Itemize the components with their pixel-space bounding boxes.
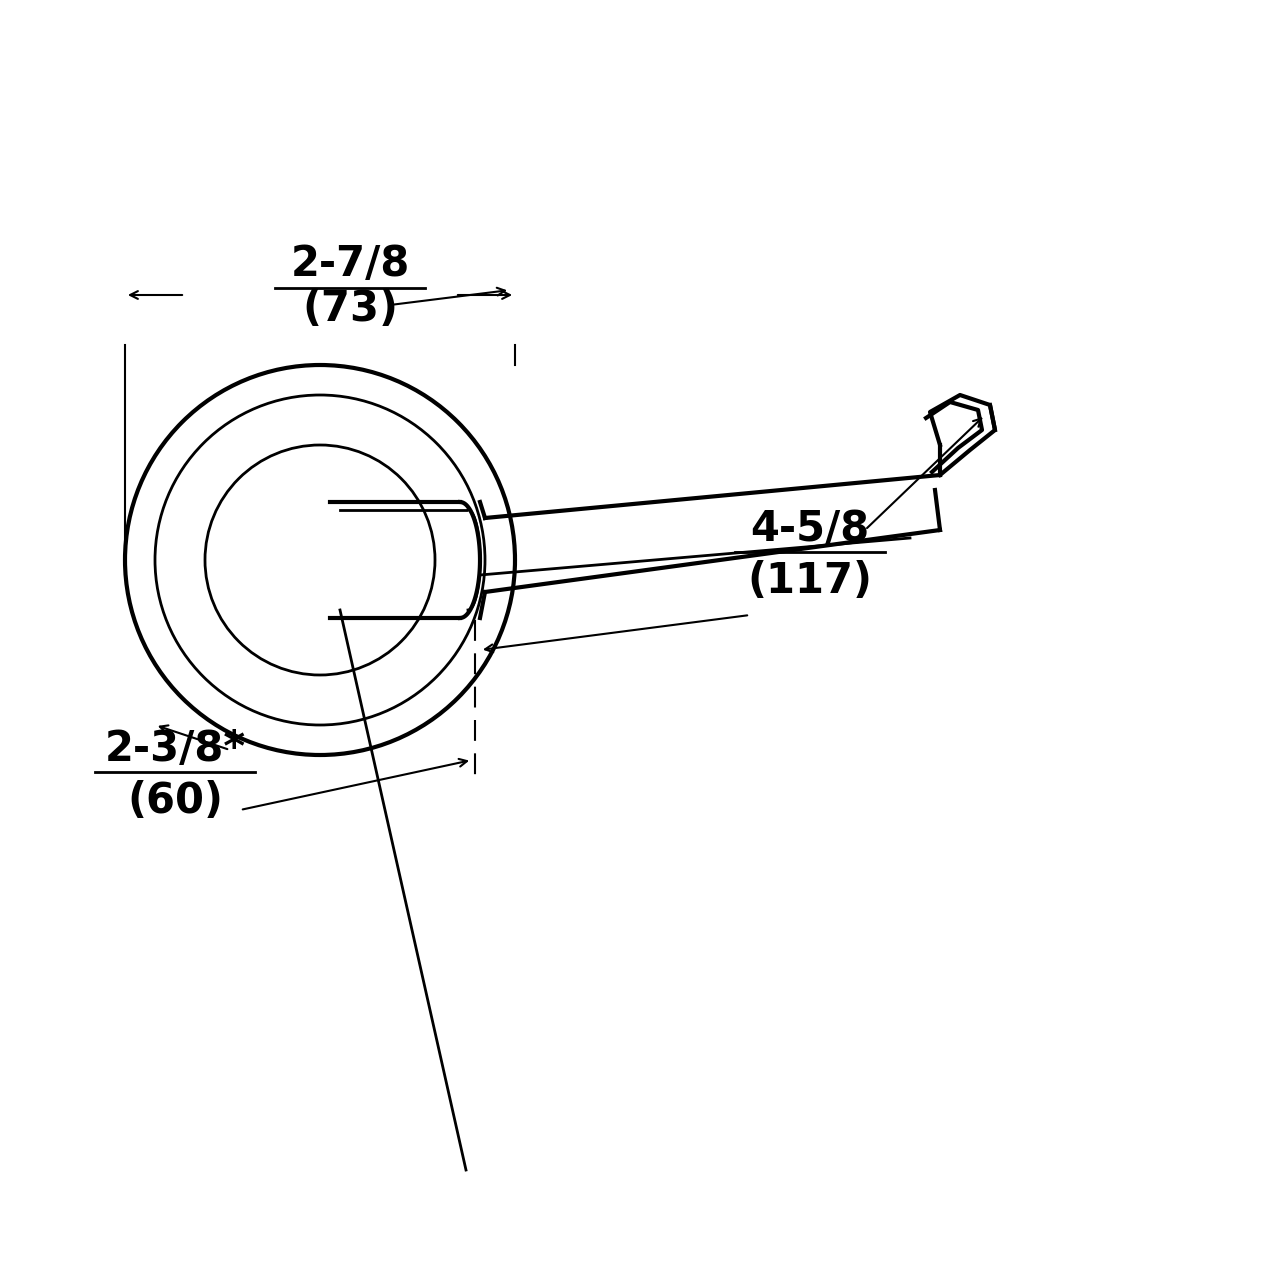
Text: (117): (117): [748, 561, 873, 602]
Text: 2-7/8: 2-7/8: [291, 243, 410, 285]
Text: (60): (60): [127, 780, 223, 822]
Text: (73): (73): [302, 288, 398, 330]
Text: 2-3/8*: 2-3/8*: [105, 728, 246, 771]
Text: 4-5/8: 4-5/8: [750, 508, 869, 550]
